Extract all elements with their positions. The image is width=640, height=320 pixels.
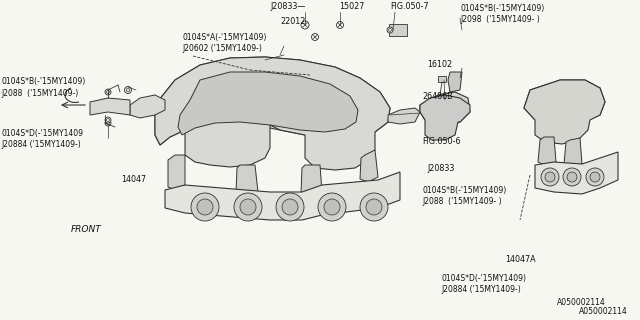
Polygon shape <box>178 72 358 135</box>
Circle shape <box>282 199 298 215</box>
Text: J20884 ('15MY1409-): J20884 ('15MY1409-) <box>442 285 522 294</box>
Circle shape <box>590 172 600 182</box>
Polygon shape <box>420 95 470 140</box>
Bar <box>389 24 407 36</box>
Text: J20833: J20833 <box>428 164 455 173</box>
Text: 16102: 16102 <box>428 60 452 69</box>
Polygon shape <box>538 137 556 165</box>
Circle shape <box>197 199 213 215</box>
Bar <box>438 76 446 82</box>
Text: J20884 ('15MY1409-): J20884 ('15MY1409-) <box>1 140 81 149</box>
Text: 0104S*D(-'15MY1409): 0104S*D(-'15MY1409) <box>442 274 527 283</box>
Text: 14047: 14047 <box>122 175 147 184</box>
Polygon shape <box>90 98 130 115</box>
Polygon shape <box>360 150 378 182</box>
Circle shape <box>191 193 219 221</box>
Text: 0104S*A(-'15MY1409): 0104S*A(-'15MY1409) <box>182 33 267 42</box>
Circle shape <box>387 27 393 33</box>
Circle shape <box>105 89 111 95</box>
Text: FIG.050-6: FIG.050-6 <box>422 137 461 146</box>
Polygon shape <box>155 57 390 170</box>
Text: FIG.050-7: FIG.050-7 <box>390 2 429 11</box>
Text: J20602 ('15MY1409-): J20602 ('15MY1409-) <box>182 44 262 53</box>
Text: 14047A: 14047A <box>506 255 536 264</box>
Polygon shape <box>535 152 618 194</box>
Circle shape <box>105 120 111 126</box>
Circle shape <box>234 193 262 221</box>
Circle shape <box>545 172 555 182</box>
Circle shape <box>360 193 388 221</box>
Circle shape <box>318 193 346 221</box>
Polygon shape <box>236 165 258 196</box>
Polygon shape <box>524 80 605 144</box>
Text: J2098  ('15MY1409- ): J2098 ('15MY1409- ) <box>461 15 541 24</box>
Polygon shape <box>130 95 165 118</box>
Text: 0104S*D(-'15MY1409: 0104S*D(-'15MY1409 <box>1 129 83 138</box>
Text: 0104S*B(-'15MY1409): 0104S*B(-'15MY1409) <box>1 77 86 86</box>
Text: 22012: 22012 <box>280 17 306 26</box>
Circle shape <box>541 168 559 186</box>
Text: 26486B: 26486B <box>422 92 453 101</box>
Text: A050002114: A050002114 <box>579 307 627 316</box>
Polygon shape <box>420 92 470 125</box>
Text: A050002114: A050002114 <box>557 298 605 307</box>
Circle shape <box>567 172 577 182</box>
Polygon shape <box>448 72 462 92</box>
Polygon shape <box>388 108 420 124</box>
Circle shape <box>240 199 256 215</box>
Circle shape <box>586 168 604 186</box>
Text: J2088  ('15MY1409- ): J2088 ('15MY1409- ) <box>422 197 502 206</box>
Polygon shape <box>524 80 605 124</box>
Polygon shape <box>301 165 322 196</box>
Polygon shape <box>168 155 185 190</box>
Circle shape <box>324 199 340 215</box>
Text: J20833—: J20833— <box>271 2 306 11</box>
Polygon shape <box>564 138 582 167</box>
Circle shape <box>105 117 111 123</box>
Text: FRONT: FRONT <box>70 225 101 234</box>
Text: 0104S*B(-'15MY1409): 0104S*B(-'15MY1409) <box>422 186 507 195</box>
Text: 0104S*B(-'15MY1409): 0104S*B(-'15MY1409) <box>461 4 545 13</box>
Circle shape <box>276 193 304 221</box>
Circle shape <box>563 168 581 186</box>
Text: J2088  ('15MY1409-): J2088 ('15MY1409-) <box>1 89 79 98</box>
Circle shape <box>125 86 131 93</box>
Text: 15027: 15027 <box>339 2 365 11</box>
Polygon shape <box>165 172 400 220</box>
Polygon shape <box>155 57 390 145</box>
Circle shape <box>366 199 382 215</box>
